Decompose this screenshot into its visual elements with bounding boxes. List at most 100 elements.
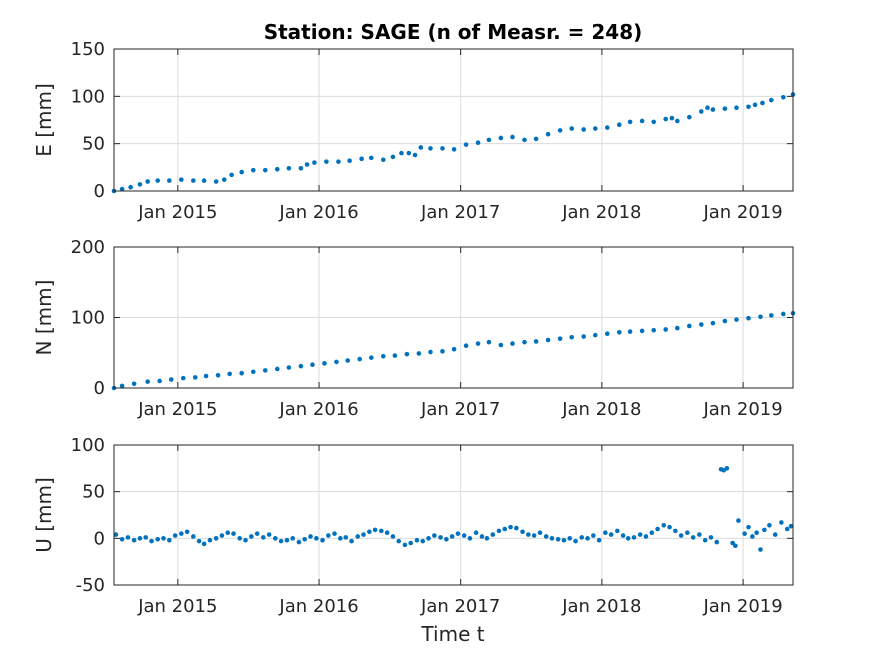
data-point <box>432 533 437 538</box>
data-point <box>440 146 445 151</box>
x-tick-label: Jan 2016 <box>278 202 358 223</box>
data-point <box>699 322 704 327</box>
data-point <box>561 537 567 543</box>
data-point <box>254 531 260 536</box>
x-tick-label: Jan 2019 <box>702 596 782 617</box>
data-point <box>149 538 154 544</box>
data-point <box>420 538 426 544</box>
data-point <box>143 535 149 540</box>
data-point <box>467 536 473 541</box>
data-point <box>592 332 598 338</box>
x-tick-label: Jan 2017 <box>420 399 500 420</box>
plot-area <box>114 445 793 585</box>
data-point <box>203 373 209 379</box>
data-point <box>639 118 645 124</box>
data-point <box>569 334 574 340</box>
data-point <box>486 137 492 143</box>
y-tick-label: 0 <box>94 181 105 202</box>
data-point <box>451 147 457 152</box>
data-point <box>486 339 492 345</box>
data-point <box>496 528 502 534</box>
data-point <box>239 169 244 175</box>
data-point <box>475 140 481 146</box>
data-point <box>131 381 137 387</box>
data-point <box>733 543 738 549</box>
subplot-n: Jan 2015 Jan 2016 Jan 2017 Jan 2018 Jan 2019… <box>32 237 796 420</box>
data-point <box>639 328 645 334</box>
x-tick-label: Jan 2015 <box>137 399 217 420</box>
data-point <box>573 538 578 544</box>
data-point <box>625 536 631 541</box>
data-point <box>762 527 767 533</box>
data-point <box>399 150 404 156</box>
data-point <box>336 159 341 164</box>
x-axis-label: Time t <box>420 622 484 646</box>
data-point <box>402 542 408 548</box>
data-point <box>119 186 125 192</box>
data-point <box>475 341 481 346</box>
data-point <box>262 368 268 373</box>
data-point <box>368 355 374 360</box>
data-point <box>557 128 563 133</box>
data-point <box>724 466 730 471</box>
data-point <box>545 337 551 343</box>
data-point <box>734 317 739 322</box>
data-point <box>191 178 196 183</box>
data-point <box>581 334 586 339</box>
y-tick-label: 150 <box>71 39 105 60</box>
data-point <box>710 320 716 326</box>
data-point <box>510 134 515 140</box>
y-tick-label: 100 <box>71 435 105 456</box>
data-point <box>690 535 696 540</box>
data-point <box>734 105 739 110</box>
data-point <box>699 109 704 114</box>
data-point <box>343 535 349 540</box>
x-tick-label: Jan 2016 <box>278 596 358 617</box>
data-point <box>603 530 608 536</box>
data-point <box>438 535 443 540</box>
data-point <box>461 533 467 538</box>
data-point <box>615 528 620 534</box>
x-tick-label: Jan 2018 <box>561 202 641 223</box>
data-point <box>361 532 366 537</box>
data-point <box>172 533 178 538</box>
data-point <box>522 339 527 345</box>
data-point <box>758 314 763 320</box>
data-point <box>262 167 268 173</box>
data-point <box>451 346 457 352</box>
data-point <box>380 157 386 163</box>
data-point <box>290 536 296 541</box>
y-axis-label: E [mm] <box>32 83 56 157</box>
data-point <box>155 178 161 183</box>
data-point <box>314 536 319 541</box>
data-point <box>380 353 386 359</box>
data-point <box>167 537 172 543</box>
data-point <box>184 529 190 535</box>
data-point <box>663 116 669 122</box>
data-point <box>231 531 236 536</box>
data-point <box>213 536 219 541</box>
data-point <box>119 383 125 389</box>
data-point <box>332 531 337 536</box>
data-point <box>533 136 539 142</box>
data-point <box>678 533 684 538</box>
data-point <box>769 313 774 318</box>
data-point <box>758 547 763 552</box>
y-tick-label: 100 <box>71 308 105 329</box>
data-point <box>514 525 519 531</box>
data-point <box>463 142 469 147</box>
data-point <box>667 524 672 530</box>
data-point <box>324 159 329 164</box>
data-point <box>196 538 202 544</box>
data-point <box>237 536 243 541</box>
y-tick-label: 50 <box>82 134 105 155</box>
data-point <box>722 106 728 111</box>
data-point <box>296 539 302 545</box>
data-point <box>392 353 398 358</box>
data-point <box>347 158 352 164</box>
data-point <box>649 530 655 536</box>
data-point <box>298 363 304 369</box>
data-point <box>284 537 290 543</box>
data-point <box>308 534 313 539</box>
